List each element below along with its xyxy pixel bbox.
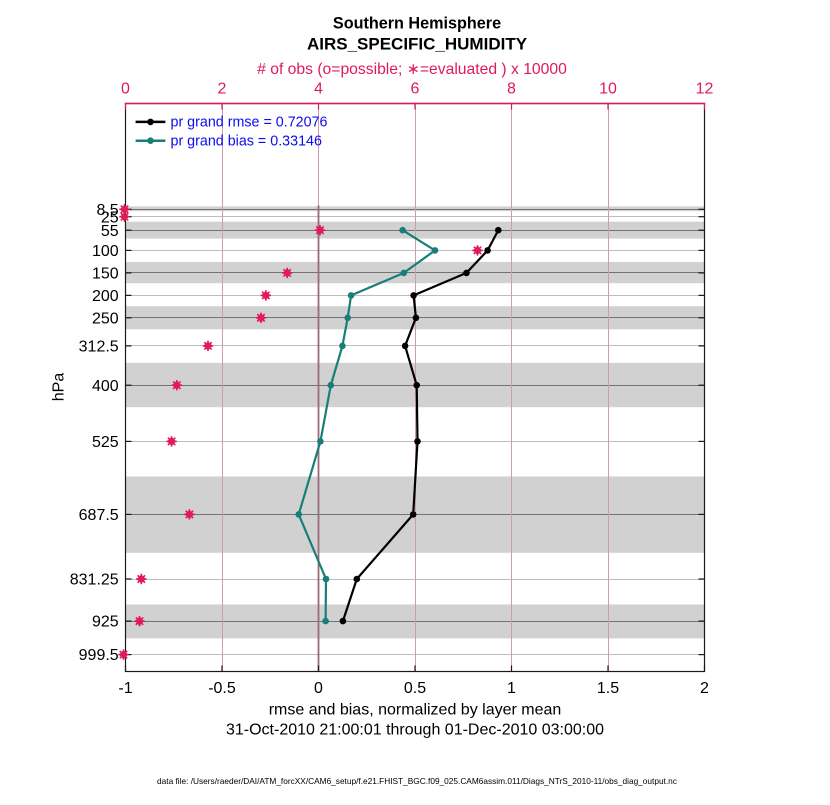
svg-text:data file: /Users/raeder/DAI/A: data file: /Users/raeder/DAI/ATM_forcXX/… xyxy=(157,776,677,786)
svg-text:12: 12 xyxy=(696,80,714,97)
svg-text:-1: -1 xyxy=(118,680,132,697)
svg-text:4: 4 xyxy=(314,80,323,97)
svg-text:525: 525 xyxy=(92,434,119,451)
svg-text:Southern Hemisphere: Southern Hemisphere xyxy=(333,15,501,33)
svg-text:2: 2 xyxy=(700,680,709,697)
svg-text:pr grand rmse = 0.72076: pr grand rmse = 0.72076 xyxy=(171,115,328,131)
svg-text:831.25: 831.25 xyxy=(70,572,119,589)
svg-text:pr grand bias = 0.33146: pr grand bias = 0.33146 xyxy=(171,133,322,149)
svg-text:55: 55 xyxy=(101,223,119,240)
svg-text:0: 0 xyxy=(121,80,130,97)
svg-text:1.5: 1.5 xyxy=(597,680,619,697)
svg-text:2: 2 xyxy=(218,80,227,97)
svg-text:0.5: 0.5 xyxy=(404,680,426,697)
svg-text:150: 150 xyxy=(92,266,119,283)
svg-text:25: 25 xyxy=(101,209,119,226)
svg-text:31-Oct-2010 21:00:01 through 0: 31-Oct-2010 21:00:01 through 01-Dec-2010… xyxy=(226,722,604,739)
svg-text:0: 0 xyxy=(314,680,323,697)
svg-text:6: 6 xyxy=(411,80,420,97)
svg-text:10: 10 xyxy=(599,80,617,97)
svg-text:# of obs (o=possible; ∗=evalua: # of obs (o=possible; ∗=evaluated ) x 10… xyxy=(257,61,567,78)
svg-text:8: 8 xyxy=(507,80,516,97)
svg-text:999.5: 999.5 xyxy=(79,647,119,664)
svg-text:-0.5: -0.5 xyxy=(208,680,236,697)
svg-text:1: 1 xyxy=(507,680,516,697)
svg-text:687.5: 687.5 xyxy=(79,507,119,524)
svg-text:rmse and bias, normalized by l: rmse and bias, normalized by layer mean xyxy=(269,702,562,719)
svg-text:AIRS_SPECIFIC_HUMIDITY: AIRS_SPECIFIC_HUMIDITY xyxy=(307,35,528,54)
svg-text:8.5: 8.5 xyxy=(96,202,118,219)
svg-text:200: 200 xyxy=(92,288,119,305)
svg-text:hPa: hPa xyxy=(51,373,68,402)
svg-text:250: 250 xyxy=(92,310,119,327)
svg-text:100: 100 xyxy=(92,243,119,260)
svg-text:400: 400 xyxy=(92,378,119,395)
svg-text:312.5: 312.5 xyxy=(79,339,119,356)
svg-text:925: 925 xyxy=(92,614,119,631)
